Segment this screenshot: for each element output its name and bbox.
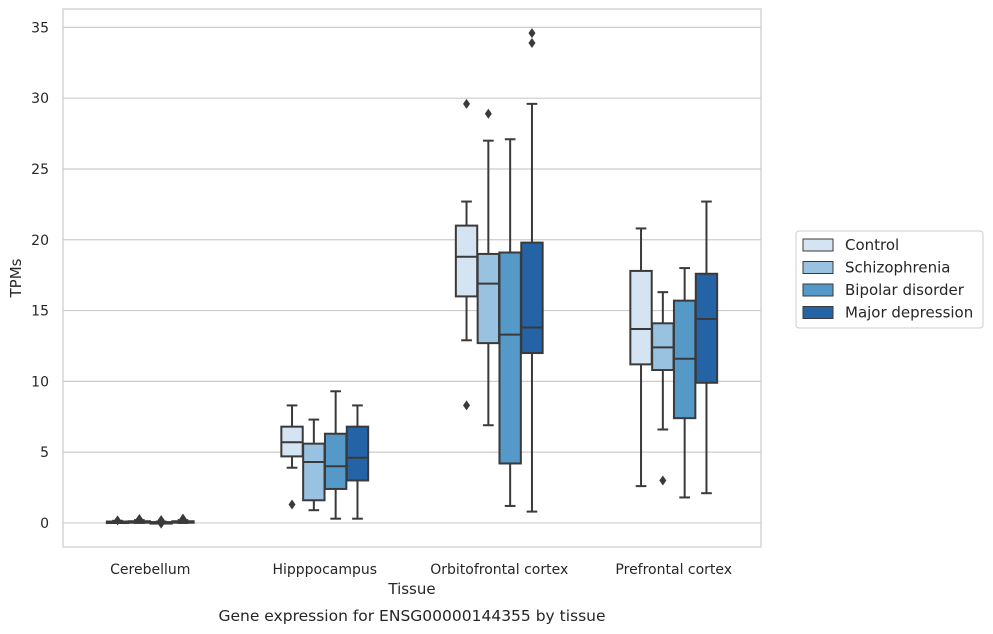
box-control-hipppocampus: [280, 404, 304, 510]
outlier-point: [288, 499, 296, 510]
box-schizophrenia-prefrontal-cortex: [651, 291, 675, 486]
x-tick-label: Prefrontal cortex: [615, 562, 732, 578]
x-axis-title: Tissue: [387, 580, 435, 598]
y-tick-label: 10: [31, 374, 49, 390]
box-major-depression-orbitofrontal-cortex: [520, 28, 544, 513]
box-control-prefrontal-cortex: [629, 227, 653, 488]
y-tick-label: 15: [31, 304, 49, 320]
outlier-point: [528, 28, 536, 39]
box-major-depression-cerebellum: [171, 513, 195, 524]
outlier-point: [463, 98, 471, 109]
box-body: [476, 252, 501, 345]
box-body: [454, 224, 479, 298]
y-tick-label: 5: [40, 445, 49, 461]
legend-label: Major depression: [845, 304, 973, 322]
box-control-orbitofrontal-cortex: [454, 98, 479, 411]
legend-item: Schizophrenia: [802, 259, 950, 277]
legend-label: Control: [845, 236, 899, 254]
box-bipolar-disorder-orbitofrontal-cortex: [498, 138, 522, 507]
box-major-depression-hipppocampus: [345, 404, 370, 520]
y-tick-label: 20: [31, 233, 49, 249]
x-tick-label: Cerebellum: [110, 562, 190, 578]
x-tick-labels: Cerebellum Hipppocampus Orbitofrontal cort…: [110, 562, 732, 578]
legend: Control Schizophrenia Bipolar disorder Majo…: [795, 230, 984, 329]
legend-swatch: [802, 283, 834, 297]
box-body: [629, 269, 653, 366]
y-tick-label: 25: [31, 162, 49, 178]
legend-item: Control: [802, 236, 899, 254]
x-tick-label: Orbitofrontal cortex: [430, 562, 568, 578]
box-plot-series: [105, 28, 719, 529]
box-bipolar-disorder-cerebellum: [149, 515, 173, 529]
legend-swatch: [802, 306, 834, 319]
box-schizophrenia-hipppocampus: [302, 418, 326, 512]
box-bipolar-disorder-hipppocampus: [323, 390, 348, 520]
outlier-point: [463, 400, 471, 411]
plot-frame: [62, 8, 762, 548]
outlier-point: [659, 475, 667, 486]
box-body: [498, 251, 522, 465]
legend-item: Bipolar disorder: [802, 281, 965, 299]
box-body: [323, 432, 348, 490]
box-body: [302, 442, 326, 502]
y-axis-title: TPMs: [7, 258, 25, 298]
outlier-point: [157, 518, 165, 529]
outlier-point: [528, 37, 536, 48]
chart-caption: Gene expression for ENSG00000144355 by t…: [218, 607, 605, 625]
y-tick-label: 0: [40, 516, 49, 532]
box-control-cerebellum: [105, 515, 130, 526]
box-body: [694, 272, 719, 384]
outlier-point: [179, 513, 187, 524]
box-schizophrenia-orbitofrontal-cortex: [476, 108, 501, 427]
legend-label: Bipolar disorder: [845, 281, 965, 299]
y-tick-label: 30: [31, 91, 49, 107]
legend-item: Major depression: [802, 304, 973, 322]
box-body: [520, 241, 544, 355]
x-tick-label: Hipppocampus: [272, 562, 377, 578]
grid-lines: [63, 26, 761, 524]
outlier-point: [135, 513, 143, 524]
box-bipolar-disorder-prefrontal-cortex: [672, 267, 697, 499]
legend-swatch: [802, 261, 834, 274]
legend-swatch: [802, 238, 834, 252]
y-tick-labels: 0 5 10 15 20 25 30 35: [31, 20, 49, 532]
y-tick-label: 35: [31, 20, 49, 36]
legend-frame: [795, 230, 984, 329]
outlier-point: [484, 108, 492, 119]
box-major-depression-prefrontal-cortex: [694, 200, 719, 495]
legend-label: Schizophrenia: [845, 259, 950, 277]
box-body: [345, 425, 370, 482]
outlier-point: [114, 515, 122, 526]
box-schizophrenia-cerebellum: [127, 513, 152, 524]
